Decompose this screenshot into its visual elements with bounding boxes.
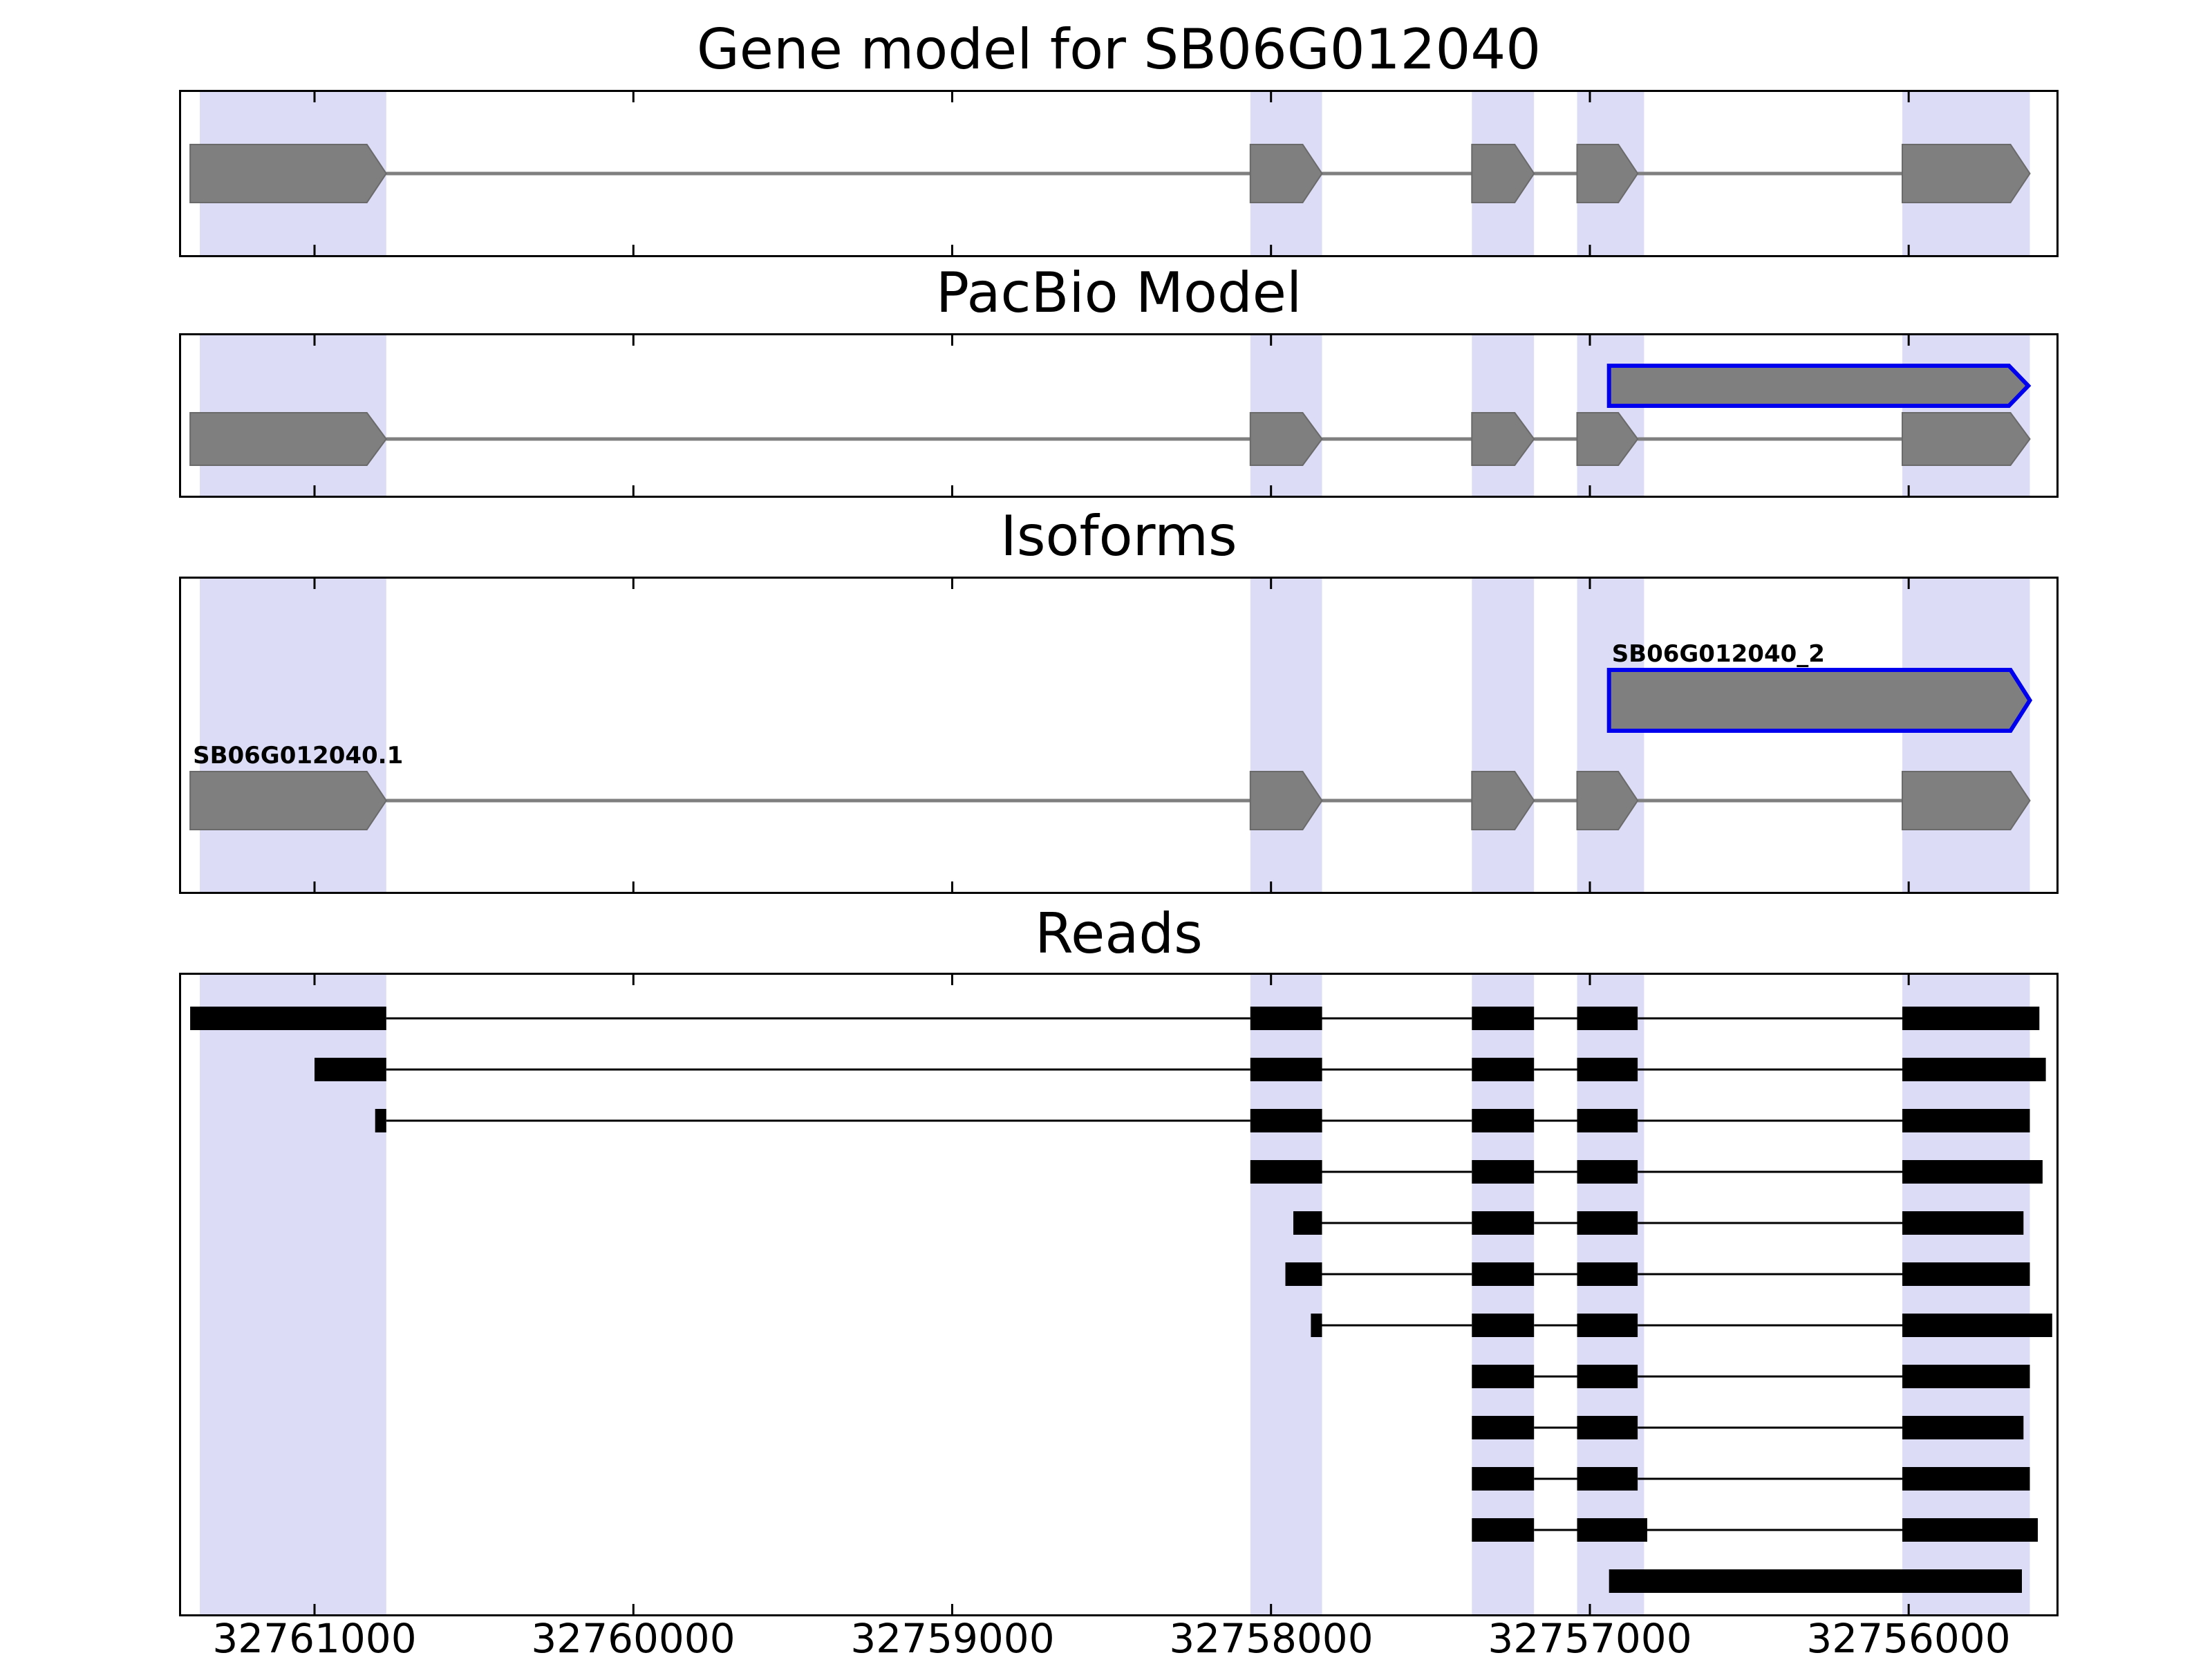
x-tick-label: 32760000 bbox=[531, 1615, 735, 1662]
panel-title-gene-model: Gene model for SB06G012040 bbox=[696, 17, 1541, 82]
pacbio-isoform-exon bbox=[1606, 668, 2033, 733]
gene-exon bbox=[1249, 771, 1323, 830]
read-segment bbox=[1285, 1262, 1322, 1286]
read-segment bbox=[1577, 1314, 1638, 1337]
read-segment bbox=[1472, 1365, 1535, 1388]
read-segment bbox=[315, 1058, 386, 1081]
x-tick-label: 32756000 bbox=[1806, 1615, 2011, 1662]
gene-exon bbox=[1576, 771, 1639, 830]
read-segment bbox=[1250, 1109, 1322, 1132]
gene-exon bbox=[1576, 144, 1639, 203]
read-segment bbox=[1902, 1160, 2043, 1184]
read-segment bbox=[1472, 1160, 1535, 1184]
gene-exon bbox=[189, 412, 388, 466]
panel-reads bbox=[179, 973, 2059, 1616]
read-segment bbox=[1902, 1007, 2040, 1030]
read-segment bbox=[1902, 1416, 2024, 1439]
x-tick-label: 32759000 bbox=[850, 1615, 1055, 1662]
read-segment bbox=[1577, 1262, 1638, 1286]
pacbio-isoform-exon bbox=[1606, 364, 2032, 408]
x-tick-label: 32757000 bbox=[1488, 1615, 1692, 1662]
read-segment bbox=[1577, 1007, 1638, 1030]
panel-title-pacbio: PacBio Model bbox=[935, 261, 1302, 325]
gene-exon bbox=[1576, 412, 1639, 466]
panel-border bbox=[179, 973, 2059, 1616]
panel-border bbox=[179, 90, 2059, 257]
read-segment bbox=[1472, 1262, 1535, 1286]
gene-exon bbox=[189, 144, 388, 203]
exon-highlight-band bbox=[1250, 577, 1322, 894]
gene-exon bbox=[1902, 412, 2031, 466]
exon-highlight-band bbox=[200, 577, 386, 894]
read-segment bbox=[1902, 1365, 2030, 1388]
gene-exon bbox=[189, 771, 388, 830]
exon-highlight-band bbox=[1472, 577, 1535, 894]
isoform-label: SB06G012040_2 bbox=[1612, 640, 1825, 668]
read-segment bbox=[1472, 1007, 1535, 1030]
read-segment bbox=[1577, 1467, 1638, 1491]
gene-exon bbox=[1471, 412, 1535, 466]
gene-exon bbox=[1249, 144, 1323, 203]
read-segment bbox=[190, 1007, 386, 1030]
read-segment bbox=[1577, 1365, 1638, 1388]
read-segment bbox=[1472, 1467, 1535, 1491]
gene-exon bbox=[1902, 144, 2031, 203]
panel-title-isoforms: Isoforms bbox=[1000, 504, 1237, 568]
read-segment bbox=[1902, 1058, 2046, 1081]
x-tick-label: 32758000 bbox=[1169, 1615, 1374, 1662]
read-segment bbox=[1577, 1518, 1647, 1542]
read-segment bbox=[1250, 1007, 1322, 1030]
read-segment bbox=[1472, 1058, 1535, 1081]
read-segment bbox=[1902, 1314, 2052, 1337]
read-segment bbox=[1902, 1518, 2038, 1542]
read-segment bbox=[1902, 1211, 2024, 1235]
exon-highlight-band bbox=[1902, 577, 2030, 894]
panel-pacbio-model bbox=[179, 333, 2059, 498]
read-segment bbox=[1472, 1416, 1535, 1439]
isoform-label: SB06G012040.1 bbox=[193, 742, 403, 769]
gene-exon bbox=[1471, 144, 1535, 203]
gene-exon bbox=[1471, 771, 1535, 830]
read-segment bbox=[1311, 1314, 1322, 1337]
read-segment bbox=[1250, 1160, 1322, 1184]
read-segment bbox=[1472, 1211, 1535, 1235]
panel-border bbox=[179, 577, 2059, 894]
panel-gene-model bbox=[179, 90, 2059, 257]
read-segment bbox=[1472, 1109, 1535, 1132]
read-segment bbox=[1902, 1109, 2030, 1132]
exon-highlight-band bbox=[1577, 577, 1644, 894]
read-segment bbox=[1577, 1416, 1638, 1439]
read-segment bbox=[1472, 1314, 1535, 1337]
read-segment bbox=[1902, 1467, 2030, 1491]
read-segment bbox=[1293, 1211, 1322, 1235]
read-segment bbox=[1577, 1058, 1638, 1081]
panel-title-reads: Reads bbox=[1035, 902, 1203, 966]
read-segment bbox=[1609, 1569, 2022, 1593]
gene-exon bbox=[1249, 412, 1323, 466]
read-segment bbox=[1472, 1518, 1535, 1542]
x-tick-label: 32761000 bbox=[212, 1615, 417, 1662]
read-segment bbox=[1577, 1211, 1638, 1235]
read-segment bbox=[1902, 1262, 2030, 1286]
read-segment bbox=[1577, 1109, 1638, 1132]
read-segment bbox=[1577, 1160, 1638, 1184]
read-segment bbox=[375, 1109, 386, 1132]
gene-exon bbox=[1902, 771, 2031, 830]
panel-isoforms: SB06G012040_2 SB06G012040.1 bbox=[179, 577, 2059, 894]
panel-border bbox=[179, 333, 2059, 498]
read-segment bbox=[1250, 1058, 1322, 1081]
